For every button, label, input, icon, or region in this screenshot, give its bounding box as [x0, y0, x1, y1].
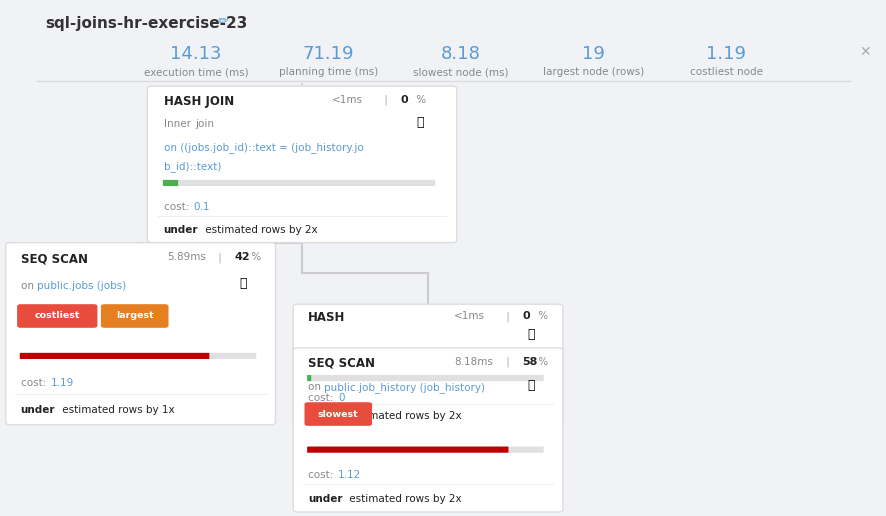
Text: 🗄: 🗄	[416, 116, 424, 129]
Text: %: %	[535, 311, 548, 321]
Text: 0: 0	[522, 311, 529, 321]
Text: cost:: cost:	[20, 378, 50, 388]
Text: 71.19: 71.19	[302, 45, 354, 63]
Text: 🗄: 🗄	[526, 379, 534, 392]
Text: 🗄: 🗄	[239, 277, 247, 290]
Text: <1ms: <1ms	[331, 95, 362, 105]
Text: SEQ SCAN: SEQ SCAN	[307, 357, 375, 370]
Text: under: under	[307, 411, 342, 421]
Text: estimated rows by 2x: estimated rows by 2x	[346, 411, 462, 421]
Text: 19: 19	[582, 45, 604, 63]
FancyBboxPatch shape	[19, 353, 209, 359]
Text: 58: 58	[522, 357, 537, 367]
Text: planning time (ms): planning time (ms)	[278, 67, 377, 77]
FancyBboxPatch shape	[307, 446, 543, 453]
FancyBboxPatch shape	[307, 375, 543, 381]
Text: b_id)::text): b_id)::text)	[164, 162, 221, 172]
Text: costliest node: costliest node	[689, 67, 762, 77]
Text: 5.89ms: 5.89ms	[167, 252, 206, 262]
Text: on: on	[20, 281, 37, 291]
Text: execution time (ms): execution time (ms)	[144, 67, 248, 77]
Text: slowest: slowest	[317, 410, 358, 418]
FancyBboxPatch shape	[307, 375, 311, 381]
Text: ✕: ✕	[859, 45, 870, 59]
Text: %: %	[413, 95, 426, 105]
Text: on ((jobs.job_id)::text = (job_history.jo: on ((jobs.job_id)::text = (job_history.j…	[164, 141, 363, 153]
Text: under: under	[164, 225, 198, 235]
Text: costliest: costliest	[35, 312, 80, 320]
Text: |: |	[380, 95, 391, 105]
Text: %: %	[248, 252, 260, 262]
Text: on: on	[307, 382, 324, 392]
Text: 1.12: 1.12	[338, 470, 361, 480]
FancyBboxPatch shape	[293, 348, 563, 512]
Text: 1.19: 1.19	[705, 45, 746, 63]
Text: estimated rows by 1x: estimated rows by 1x	[58, 405, 175, 414]
FancyBboxPatch shape	[163, 180, 178, 186]
Text: 0.1: 0.1	[193, 202, 210, 212]
Text: under: under	[20, 405, 55, 414]
Text: |: |	[215, 252, 225, 263]
Text: cost:: cost:	[164, 202, 192, 212]
Text: estimated rows by 2x: estimated rows by 2x	[201, 225, 317, 235]
Text: 8.18: 8.18	[440, 45, 480, 63]
Text: 0: 0	[338, 393, 345, 404]
Text: ✏: ✏	[218, 16, 229, 29]
Text: %: %	[535, 357, 548, 367]
Text: 0: 0	[400, 95, 408, 105]
FancyBboxPatch shape	[163, 180, 435, 186]
FancyBboxPatch shape	[147, 86, 456, 243]
FancyBboxPatch shape	[293, 304, 563, 425]
Text: |: |	[502, 357, 512, 367]
FancyBboxPatch shape	[101, 304, 168, 328]
Text: 14.13: 14.13	[170, 45, 222, 63]
Text: public.job_history (job_history): public.job_history (job_history)	[323, 382, 485, 393]
Text: |: |	[502, 311, 512, 322]
Text: <1ms: <1ms	[454, 311, 485, 321]
Text: HASH JOIN: HASH JOIN	[164, 95, 234, 108]
Text: under: under	[307, 494, 342, 504]
Text: 1.19: 1.19	[51, 378, 74, 388]
Text: 8.18ms: 8.18ms	[454, 357, 493, 367]
FancyBboxPatch shape	[304, 402, 371, 426]
Text: slowest node (ms): slowest node (ms)	[413, 67, 509, 77]
Text: join: join	[195, 119, 214, 129]
FancyBboxPatch shape	[17, 304, 97, 328]
FancyBboxPatch shape	[19, 353, 256, 359]
Text: HASH: HASH	[307, 311, 345, 325]
FancyBboxPatch shape	[307, 446, 508, 453]
Text: cost:: cost:	[307, 470, 337, 480]
Text: public.jobs (jobs): public.jobs (jobs)	[36, 281, 126, 291]
Text: largest: largest	[116, 312, 153, 320]
FancyBboxPatch shape	[6, 243, 276, 425]
Text: largest node (rows): largest node (rows)	[542, 67, 644, 77]
Text: 42: 42	[235, 252, 250, 262]
Text: estimated rows by 2x: estimated rows by 2x	[346, 494, 462, 504]
Text: Inner: Inner	[164, 119, 194, 129]
Text: SEQ SCAN: SEQ SCAN	[20, 252, 88, 265]
Text: sql-joins-hr-exercise-23: sql-joins-hr-exercise-23	[45, 16, 248, 31]
Text: cost:: cost:	[307, 393, 337, 404]
Text: 🗄: 🗄	[526, 328, 534, 341]
